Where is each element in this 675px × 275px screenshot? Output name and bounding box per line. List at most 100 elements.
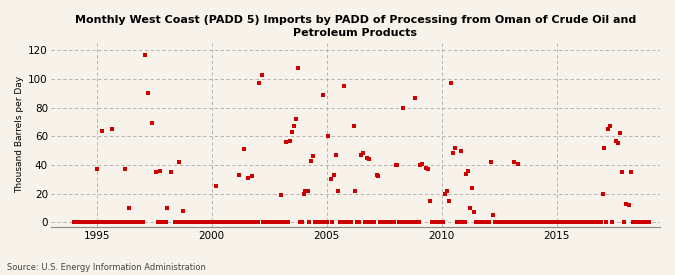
Point <box>559 220 570 224</box>
Point <box>113 220 124 224</box>
Point <box>235 220 246 224</box>
Point <box>321 220 332 224</box>
Point <box>505 220 516 224</box>
Point <box>208 220 219 224</box>
Point <box>551 220 562 224</box>
Point <box>275 193 286 197</box>
Point <box>568 220 579 224</box>
Point <box>469 210 480 214</box>
Point <box>497 220 508 224</box>
Point <box>586 220 597 224</box>
Point <box>218 220 229 224</box>
Point <box>421 166 431 170</box>
Point <box>294 220 305 224</box>
Point <box>277 220 288 224</box>
Point <box>170 220 181 224</box>
Point <box>342 220 353 224</box>
Point <box>484 220 495 224</box>
Point <box>626 170 637 174</box>
Point <box>520 220 531 224</box>
Point <box>549 220 560 224</box>
Point <box>269 220 280 224</box>
Point <box>331 153 342 157</box>
Point <box>385 220 396 224</box>
Point <box>193 220 204 224</box>
Point <box>105 220 115 224</box>
Point <box>381 220 392 224</box>
Point <box>191 220 202 224</box>
Point <box>358 151 369 156</box>
Point <box>553 220 564 224</box>
Point <box>244 220 255 224</box>
Point <box>557 220 568 224</box>
Point <box>183 220 194 224</box>
Text: Source: U.S. Energy Information Administration: Source: U.S. Energy Information Administ… <box>7 263 206 272</box>
Point <box>323 134 334 139</box>
Point <box>308 154 319 159</box>
Point <box>545 220 556 224</box>
Point <box>502 220 512 224</box>
Point <box>260 220 271 224</box>
Point <box>107 127 117 131</box>
Point <box>408 220 418 224</box>
Point <box>250 220 261 224</box>
Point <box>288 124 299 128</box>
Point <box>86 220 97 224</box>
Point <box>82 220 92 224</box>
Point <box>285 138 296 143</box>
Point <box>477 220 487 224</box>
Point <box>128 220 138 224</box>
Point <box>134 220 144 224</box>
Point <box>319 220 330 224</box>
Point <box>365 220 376 224</box>
Point <box>434 220 445 224</box>
Point <box>171 220 182 224</box>
Point <box>589 220 600 224</box>
Point <box>302 189 313 193</box>
Point <box>415 163 426 167</box>
Point <box>93 220 104 224</box>
Point <box>576 220 587 224</box>
Point <box>202 220 213 224</box>
Point <box>233 173 244 177</box>
Point <box>151 170 161 174</box>
Point <box>367 220 378 224</box>
Point <box>442 189 453 193</box>
Point <box>325 177 336 182</box>
Point <box>526 220 537 224</box>
Point <box>500 220 510 224</box>
Point <box>516 220 527 224</box>
Point <box>375 220 385 224</box>
Point <box>528 220 539 224</box>
Point <box>637 220 648 224</box>
Point <box>618 220 629 224</box>
Point <box>350 189 360 193</box>
Point <box>90 220 101 224</box>
Point <box>639 220 650 224</box>
Point <box>427 220 437 224</box>
Point <box>178 209 188 213</box>
Point <box>241 220 252 224</box>
Point <box>450 145 460 150</box>
Point <box>70 220 81 224</box>
Point <box>369 220 380 224</box>
Point <box>563 220 574 224</box>
Point <box>116 220 127 224</box>
Point <box>335 220 346 224</box>
Point <box>109 220 119 224</box>
Point <box>459 220 470 224</box>
Point <box>507 220 518 224</box>
Point <box>344 220 355 224</box>
Point <box>254 81 265 86</box>
Point <box>176 220 186 224</box>
Point <box>458 220 468 224</box>
Point <box>582 220 593 224</box>
Point <box>522 220 533 224</box>
Point <box>379 220 389 224</box>
Point <box>157 220 167 224</box>
Point <box>470 220 481 224</box>
Point <box>482 220 493 224</box>
Point <box>543 220 554 224</box>
Point <box>361 156 372 160</box>
Point <box>340 220 351 224</box>
